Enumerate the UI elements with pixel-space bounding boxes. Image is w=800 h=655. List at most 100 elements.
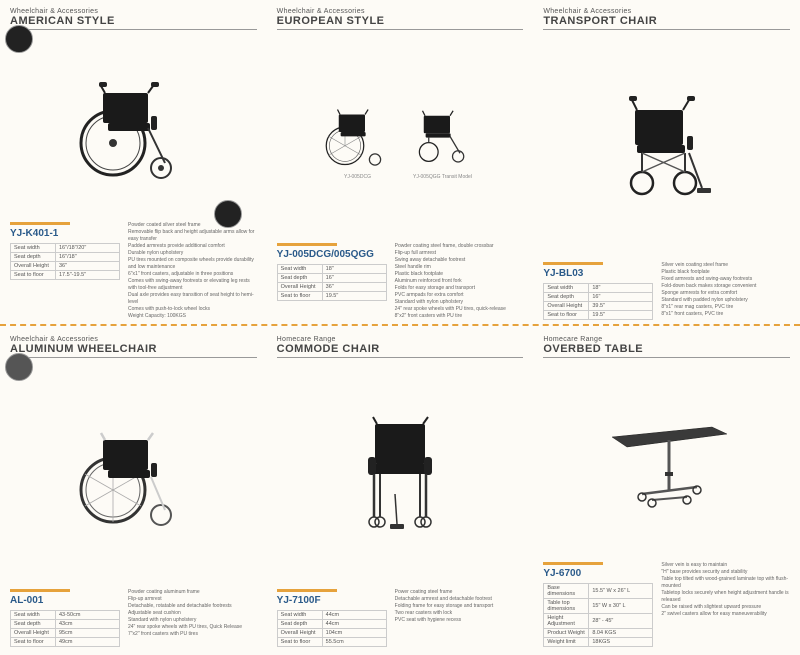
- product-image-area: [543, 362, 790, 563]
- category-label: Wheelchair & Accessories: [10, 8, 257, 15]
- spec-name: Seat to floor: [277, 638, 322, 647]
- spec-name: Seat depth: [277, 273, 322, 282]
- spec-value: 15" W x 30" L: [589, 599, 653, 614]
- product-title: COMMODE CHAIR: [277, 343, 524, 355]
- spec-row: Overall Height104cm: [277, 629, 386, 638]
- spec-value: 36": [322, 282, 386, 291]
- feature-item: Standard with nylon upholstery: [395, 299, 524, 306]
- feature-item: Fold-down back makes storage convenient: [661, 283, 790, 290]
- feature-item: PVC armpads for extra comfort: [395, 292, 524, 299]
- product-title: TRANSPORT CHAIR: [543, 15, 790, 27]
- accent-bar: [543, 562, 603, 565]
- spec-name: Seat to floor: [277, 291, 322, 300]
- accent-bar: [543, 262, 603, 265]
- category-label: Homecare Range: [277, 336, 524, 343]
- wheelchair-illustration: [73, 415, 193, 535]
- category-label: Homecare Range: [543, 336, 790, 343]
- spec-name: Overall Height: [11, 629, 56, 638]
- feature-item: 24" rear spoke wheels with PU tires, Qui…: [128, 624, 257, 631]
- spec-name: Table top dimensions: [544, 599, 589, 614]
- category-label: Wheelchair & Accessories: [277, 8, 524, 15]
- sku-label: YJ-6700: [543, 568, 653, 579]
- product-image-area: [10, 362, 257, 590]
- product-title: ALUMINUM WHEELCHAIR: [10, 343, 257, 355]
- feature-item: Comes with swing-away footrests or eleva…: [128, 278, 257, 292]
- feature-item: PVC seat with hygiene recess: [395, 617, 524, 624]
- product-details: YJ-K401-1 Seat width16"/18"/20"Seat dept…: [10, 222, 257, 320]
- feature-item: Silver vein coating steel frame: [661, 262, 790, 269]
- spec-name: Seat depth: [544, 292, 589, 301]
- spec-value: 55.5cm: [322, 638, 386, 647]
- feature-item: 6"x1" front casters, adjustable in three…: [128, 271, 257, 278]
- accent-bar: [277, 589, 337, 592]
- product-cell-overbed: Homecare Range OVERBED TABLE YJ-6700 Bas…: [533, 328, 800, 655]
- spec-value: 36": [56, 261, 120, 270]
- header: Wheelchair & Accessories EUROPEAN STYLE: [277, 8, 524, 30]
- spec-value: 8.04 KGS: [589, 629, 653, 638]
- header: Wheelchair & Accessories ALUMINUM WHEELC…: [10, 336, 257, 358]
- spec-row: Seat width16"/18"/20": [11, 243, 120, 252]
- header: Wheelchair & Accessories TRANSPORT CHAIR: [543, 8, 790, 30]
- wheelchair-illustration: [73, 68, 193, 188]
- spec-value: 19.5": [322, 291, 386, 300]
- spec-name: Seat depth: [277, 620, 322, 629]
- spec-row: Seat width18": [544, 283, 653, 292]
- spec-value: 15.5" W x 26" L: [589, 584, 653, 599]
- category-label: Wheelchair & Accessories: [543, 8, 790, 15]
- spec-value: 16"/18": [56, 252, 120, 261]
- spec-row: Seat width43-50cm: [11, 611, 120, 620]
- spec-value: 43cm: [56, 620, 120, 629]
- category-label: Wheelchair & Accessories: [10, 336, 257, 343]
- spec-name: Overall Height: [277, 282, 322, 291]
- feature-item: Can be raised with slightest upward pres…: [661, 604, 790, 611]
- feature-item: Detachable, rotatable and detachable foo…: [128, 603, 257, 610]
- feature-list: Silver vein is easy to maintain"H" base …: [661, 562, 790, 618]
- detail-inset-icon: [214, 200, 242, 228]
- product-cell-transport: Wheelchair & Accessories TRANSPORT CHAIR…: [533, 0, 800, 328]
- spec-row: Seat to floor17.5"-19.5": [11, 270, 120, 279]
- product-image-area: [277, 362, 524, 590]
- feature-item: Standard with padded nylon upholstery: [661, 297, 790, 304]
- spec-name: Seat width: [544, 283, 589, 292]
- spec-value: 39.5": [589, 301, 653, 310]
- spec-value: 43-50cm: [56, 611, 120, 620]
- spec-value: 16"/18"/20": [56, 243, 120, 252]
- spec-name: Overall Height: [11, 261, 56, 270]
- accent-bar: [10, 222, 70, 225]
- spec-value: 104cm: [322, 629, 386, 638]
- spec-value: 16": [322, 273, 386, 282]
- spec-value: 16": [589, 292, 653, 301]
- product-title: OVERBED TABLE: [543, 343, 790, 355]
- header: Wheelchair & Accessories AMERICAN STYLE: [10, 8, 257, 30]
- spec-row: Seat to floor19.5": [277, 291, 386, 300]
- spec-table: Base dimensions15.5" W x 26" LTable top …: [543, 583, 653, 647]
- feature-list: Power coating steel frameDetachable armr…: [395, 589, 524, 624]
- feature-item: Weight Capacity: 100KGS: [128, 313, 257, 320]
- spec-name: Weight limit: [544, 638, 589, 647]
- spec-row: Seat width18": [277, 264, 386, 273]
- spec-name: Seat to floor: [11, 270, 56, 279]
- product-cell-european: Wheelchair & Accessories EUROPEAN STYLE …: [267, 0, 534, 328]
- spec-row: Overall Height39.5": [544, 301, 653, 310]
- spec-table: Seat width18"Seat depth16"Overall Height…: [543, 283, 653, 320]
- spec-name: Seat depth: [11, 620, 56, 629]
- feature-item: Folds for easy storage and transport: [395, 285, 524, 292]
- product-details: YJ-7100F Seat width44cmSeat depth44cmOve…: [277, 589, 524, 647]
- spec-value: 49cm: [56, 638, 120, 647]
- commode-illustration: [350, 409, 450, 541]
- feature-item: Standard with nylon upholstery: [128, 617, 257, 624]
- feature-list: Powder coating aluminum frameFlip-up arm…: [128, 589, 257, 638]
- wheelchair-illustration-transit: [405, 97, 480, 172]
- header: Homecare Range OVERBED TABLE: [543, 336, 790, 358]
- feature-item: Aluminum reinforced front fork: [395, 278, 524, 285]
- feature-item: Powder coating aluminum frame: [128, 589, 257, 596]
- transport-chair-illustration: [607, 88, 727, 208]
- model-label: YJ-005QGG Transit Model: [405, 174, 480, 180]
- product-image-area: [10, 34, 257, 222]
- spec-name: Seat width: [277, 264, 322, 273]
- spec-row: Overall Height36": [277, 282, 386, 291]
- spec-name: Base dimensions: [544, 584, 589, 599]
- spec-name: Seat width: [11, 243, 56, 252]
- detail-inset-icon: [5, 353, 33, 381]
- spec-row: Seat depth44cm: [277, 620, 386, 629]
